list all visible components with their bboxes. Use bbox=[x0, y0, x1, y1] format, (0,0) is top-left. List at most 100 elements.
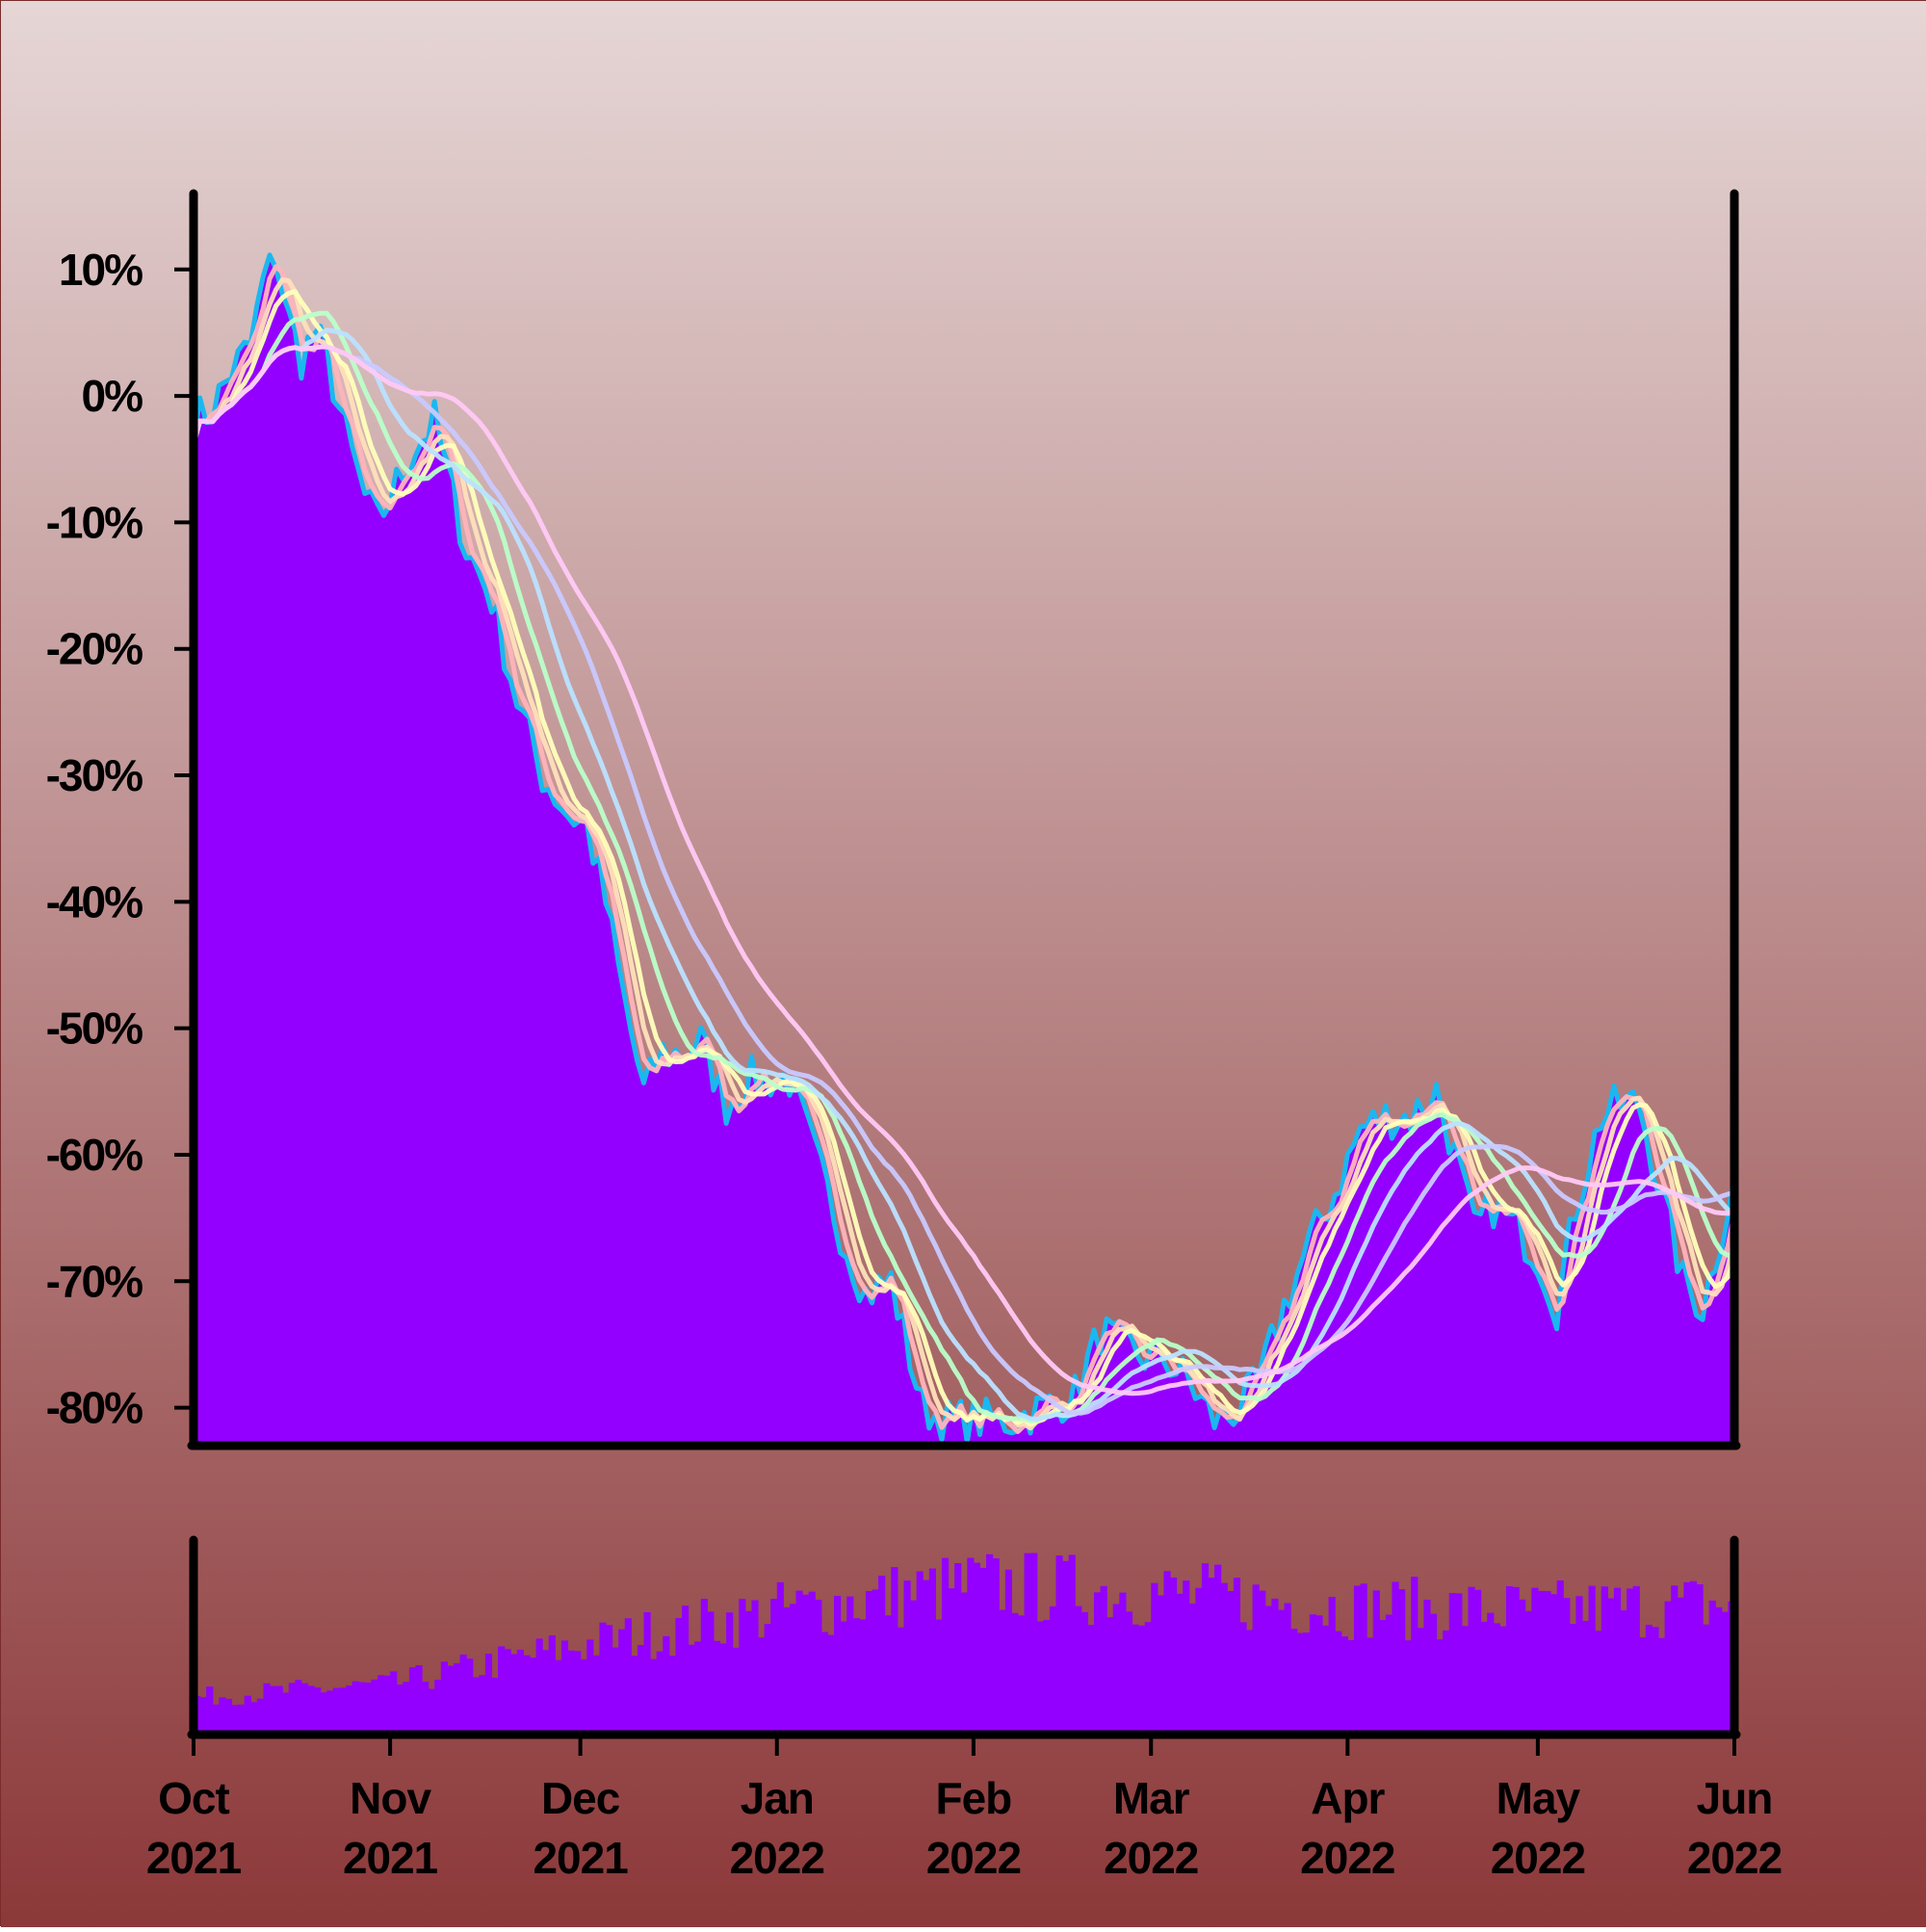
volume-bar bbox=[295, 1680, 302, 1733]
y-tick-label: 0% bbox=[82, 371, 143, 421]
y-tick-label: -80% bbox=[46, 1383, 143, 1433]
volume-bar bbox=[1068, 1554, 1076, 1733]
volume-bar bbox=[332, 1687, 341, 1733]
volume-bar bbox=[1100, 1585, 1107, 1733]
volume-bar bbox=[288, 1683, 296, 1733]
volume-bar bbox=[770, 1599, 778, 1733]
x-tick-month: Dec bbox=[541, 1773, 620, 1823]
volume-bar bbox=[491, 1678, 499, 1733]
volume-bar bbox=[948, 1588, 955, 1733]
volume-bar bbox=[1055, 1555, 1063, 1733]
volume-bar bbox=[1004, 1569, 1012, 1733]
volume-bar bbox=[510, 1654, 518, 1733]
volume-bar bbox=[1335, 1631, 1342, 1733]
volume-bar bbox=[1328, 1597, 1336, 1733]
volume-bar bbox=[586, 1639, 594, 1733]
volume-bar bbox=[1385, 1614, 1393, 1733]
volume-bar bbox=[1524, 1610, 1532, 1733]
volume-bar bbox=[1645, 1625, 1653, 1733]
volume-bar bbox=[1163, 1571, 1171, 1733]
volume-bar bbox=[250, 1702, 258, 1733]
volume-bar bbox=[1708, 1600, 1716, 1733]
volume-bar bbox=[300, 1683, 309, 1733]
volume-bar bbox=[396, 1684, 403, 1733]
volume-bar bbox=[834, 1596, 842, 1733]
volume-bar bbox=[1366, 1637, 1374, 1733]
volume-bar bbox=[650, 1658, 658, 1733]
volume-bar bbox=[1169, 1577, 1178, 1733]
volume-bar bbox=[282, 1692, 290, 1733]
volume-bar bbox=[1183, 1580, 1190, 1733]
volume-bar bbox=[1290, 1629, 1298, 1733]
volume-bar bbox=[783, 1606, 791, 1733]
volume-bar bbox=[326, 1690, 334, 1733]
volume-bar bbox=[859, 1619, 867, 1733]
volume-bar bbox=[675, 1618, 683, 1733]
volume-bar bbox=[820, 1632, 829, 1733]
volume-bar bbox=[351, 1681, 359, 1733]
volume-bar bbox=[935, 1619, 943, 1733]
volume-bar bbox=[865, 1591, 873, 1733]
volume-bar bbox=[1664, 1601, 1672, 1733]
moving-average-line bbox=[194, 327, 1734, 1422]
volume-bar bbox=[643, 1612, 651, 1733]
volume-bar bbox=[928, 1568, 936, 1733]
volume-bar bbox=[440, 1661, 448, 1733]
volume-bar bbox=[403, 1682, 410, 1733]
y-tick-label: 10% bbox=[59, 245, 143, 295]
volume-bar bbox=[1696, 1584, 1704, 1733]
volume-bar bbox=[1024, 1553, 1031, 1733]
volume-bar bbox=[1627, 1588, 1634, 1733]
volume-bar bbox=[1613, 1587, 1622, 1733]
volume-bar bbox=[1721, 1611, 1730, 1733]
volume-bar bbox=[891, 1567, 898, 1733]
volume-bar bbox=[954, 1563, 962, 1733]
x-tick-year: 2022 bbox=[1687, 1833, 1782, 1883]
volume-bar bbox=[472, 1677, 480, 1733]
volume-bar bbox=[1106, 1617, 1114, 1733]
volume-bar bbox=[1093, 1592, 1102, 1733]
volume-bar bbox=[1151, 1582, 1158, 1733]
volume-bar bbox=[846, 1596, 854, 1733]
volume-bar bbox=[459, 1654, 467, 1733]
volume-bar bbox=[903, 1580, 911, 1733]
volume-bar bbox=[1233, 1578, 1241, 1733]
volume-bar bbox=[1423, 1600, 1431, 1733]
volume-bar bbox=[1080, 1611, 1088, 1733]
volume-bar bbox=[307, 1685, 315, 1733]
moving-average-lines bbox=[194, 264, 1734, 1434]
volume-bar bbox=[1195, 1587, 1203, 1733]
volume-bar bbox=[1588, 1585, 1596, 1733]
price-area bbox=[194, 254, 1734, 1446]
volume-bar bbox=[1620, 1609, 1627, 1733]
volume-bar bbox=[1443, 1630, 1450, 1733]
x-tick-year: 2022 bbox=[1300, 1833, 1394, 1883]
moving-average-line bbox=[194, 344, 1734, 1397]
volume-bar bbox=[206, 1686, 214, 1733]
volume-bar bbox=[256, 1698, 265, 1733]
volume-bar bbox=[498, 1646, 506, 1733]
volume-bar bbox=[1595, 1631, 1602, 1733]
volume-bar bbox=[840, 1621, 847, 1733]
volume-bar bbox=[612, 1647, 619, 1733]
volume-bar bbox=[656, 1651, 664, 1733]
volume-bar bbox=[1017, 1615, 1026, 1733]
volume-bar bbox=[732, 1647, 740, 1733]
volume-bar bbox=[422, 1682, 429, 1733]
volume-bar bbox=[1309, 1614, 1317, 1733]
volume-bar bbox=[371, 1679, 378, 1733]
y-tick-label: -20% bbox=[46, 624, 143, 674]
volume-bar bbox=[1677, 1597, 1684, 1733]
volume-bar bbox=[726, 1612, 734, 1733]
volume-bar bbox=[764, 1624, 771, 1733]
volume-bar bbox=[275, 1685, 283, 1733]
moving-average-line bbox=[194, 264, 1734, 1434]
volume-bar bbox=[1429, 1613, 1438, 1733]
x-tick-month: Nov bbox=[350, 1773, 431, 1823]
volume-bar bbox=[219, 1697, 226, 1733]
volume-bar bbox=[992, 1558, 1000, 1733]
volume-bar bbox=[967, 1557, 975, 1733]
volume-bar bbox=[535, 1638, 543, 1733]
volume-bar bbox=[231, 1705, 239, 1733]
